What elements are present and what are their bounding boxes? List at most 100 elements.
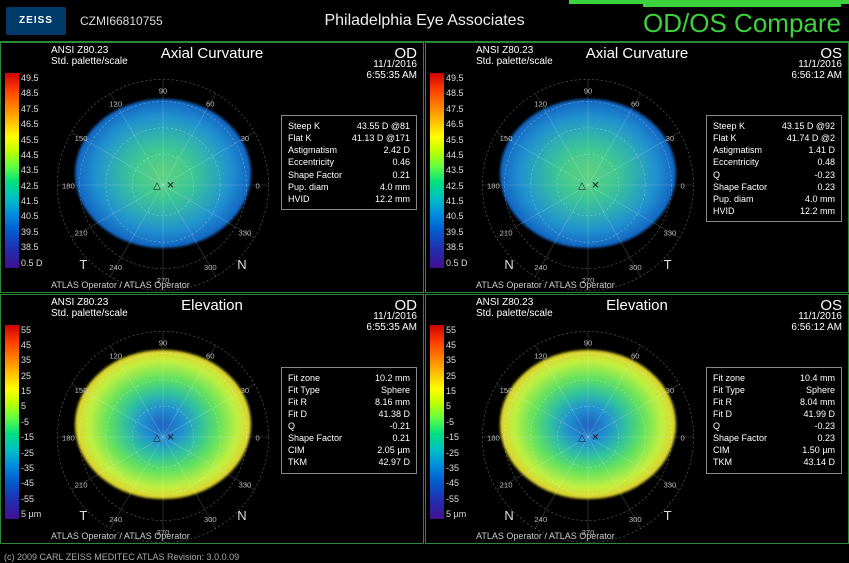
- metric-key: Steep K: [713, 120, 745, 132]
- metric-value: 41.99 D: [803, 408, 835, 420]
- svg-text:90: 90: [584, 87, 593, 96]
- svg-text:330: 330: [239, 229, 252, 238]
- metric-key: Fit R: [288, 396, 307, 408]
- svg-text:150: 150: [500, 386, 513, 395]
- metric-row: Q -0.21: [288, 420, 410, 432]
- svg-text:240: 240: [109, 263, 122, 272]
- metrics-box: Fit zone10.2 mmFit TypeSphereFit R8.16 m…: [281, 367, 417, 474]
- metric-value: 2.42 D: [383, 144, 410, 156]
- color-scale: 49.548.547.546.545.544.543.542.541.540.5…: [430, 73, 474, 268]
- svg-text:△: △: [153, 180, 161, 191]
- svg-text:✕: ✕: [166, 180, 174, 191]
- metrics-box: Fit zone10.4 mmFit TypeSphereFit R8.04 m…: [706, 367, 842, 474]
- topography-map[interactable]: 0306090120150180210240270300330△✕TN: [53, 75, 273, 272]
- temporal-nasal-label: T: [664, 257, 672, 272]
- metric-key: Shape Factor: [713, 432, 767, 444]
- metric-value: 41.74 D @2: [787, 132, 835, 144]
- svg-text:✕: ✕: [166, 432, 174, 443]
- metric-value: 8.16 mm: [375, 396, 410, 408]
- standard-label: ANSI Z80.23Std. palette/scale: [476, 45, 553, 67]
- metric-row: Q-0.23: [713, 420, 835, 432]
- metric-row: Steep K43.55 D @81: [288, 120, 410, 132]
- metrics-box: Steep K43.15 D @92Flat K41.74 D @2Astigm…: [706, 115, 842, 222]
- metric-row: Fit zone10.4 mm: [713, 372, 835, 384]
- color-scale: 49.548.547.546.545.544.543.542.541.540.5…: [5, 73, 49, 268]
- header: ZEISS CZMI66810755 Philadelphia Eye Asso…: [0, 0, 849, 42]
- temporal-nasal-label: T: [79, 508, 87, 523]
- metric-key: HVID: [288, 193, 310, 205]
- metric-key: Q: [288, 420, 295, 432]
- operator-label: ATLAS Operator / ATLAS Operator: [476, 531, 615, 541]
- metric-key: Fit R: [713, 396, 732, 408]
- svg-text:240: 240: [534, 515, 547, 524]
- compare-mode: OD/OS Compare: [643, 3, 841, 39]
- metric-row: Eccentricity0.46: [288, 156, 410, 168]
- metric-value: 1.50 µm: [802, 444, 835, 456]
- svg-text:✕: ✕: [591, 432, 599, 443]
- metric-value: 0.21: [392, 432, 410, 444]
- map-panel: ElevationOSANSI Z80.23Std. palette/scale…: [425, 294, 849, 545]
- metric-row: Flat K41.13 D @171: [288, 132, 410, 144]
- metric-key: Eccentricity: [288, 156, 334, 168]
- metric-value: -0.21: [389, 420, 410, 432]
- scale-labels: 49.548.547.546.545.544.543.542.541.540.5…: [444, 73, 474, 268]
- temporal-nasal-label: N: [237, 257, 246, 272]
- metric-value: 10.2 mm: [375, 372, 410, 384]
- color-strip: [5, 73, 19, 268]
- standard-label: ANSI Z80.23Std. palette/scale: [51, 45, 128, 67]
- svg-text:△: △: [578, 180, 586, 191]
- svg-text:✕: ✕: [591, 180, 599, 191]
- accent-bar: [569, 0, 849, 4]
- timestamp: 11/1/20166:56:12 AM: [791, 59, 842, 81]
- brand-logo: ZEISS: [6, 7, 66, 35]
- svg-text:210: 210: [500, 229, 513, 238]
- metric-value: 43.55 D @81: [357, 120, 410, 132]
- topography-map[interactable]: 0306090120150180210240270300330△✕NT: [478, 75, 698, 272]
- svg-text:300: 300: [204, 515, 217, 524]
- metric-key: Fit zone: [288, 372, 320, 384]
- svg-text:△: △: [578, 432, 586, 443]
- metric-row: Shape Factor0.21: [288, 169, 410, 181]
- topography-map[interactable]: 0306090120150180210240270300330△✕TN: [53, 327, 273, 524]
- metric-row: CIM 1.50 µm: [713, 444, 835, 456]
- metric-key: CIM: [713, 444, 730, 456]
- temporal-nasal-label: T: [79, 257, 87, 272]
- metric-row: Flat K41.74 D @2: [713, 132, 835, 144]
- svg-text:60: 60: [206, 351, 215, 360]
- svg-text:120: 120: [109, 351, 122, 360]
- metric-key: Fit D: [288, 408, 307, 420]
- svg-text:△: △: [153, 432, 161, 443]
- standard-label: ANSI Z80.23Std. palette/scale: [51, 297, 128, 319]
- color-scale: 55453525155-5-15-25-35-45-555 µm: [5, 325, 49, 520]
- metric-value: 43.15 D @92: [782, 120, 835, 132]
- metric-key: TKM: [288, 456, 307, 468]
- metric-key: TKM: [713, 456, 732, 468]
- map-panel: ElevationODANSI Z80.23Std. palette/scale…: [0, 294, 424, 545]
- metric-row: Steep K 43.15 D @92: [713, 120, 835, 132]
- svg-text:150: 150: [500, 134, 513, 143]
- svg-text:30: 30: [241, 134, 250, 143]
- metric-row: Pup. diam4.0 mm: [288, 181, 410, 193]
- svg-text:60: 60: [206, 99, 215, 108]
- metric-value: Sphere: [806, 384, 835, 396]
- svg-text:300: 300: [629, 515, 642, 524]
- metric-value: 0.48: [817, 156, 835, 168]
- metric-key: Shape Factor: [713, 181, 767, 193]
- svg-text:210: 210: [75, 480, 88, 489]
- metric-value: 12.2 mm: [375, 193, 410, 205]
- svg-text:210: 210: [75, 229, 88, 238]
- topography-map[interactable]: 0306090120150180210240270300330△✕NT: [478, 327, 698, 524]
- metric-key: Q: [713, 420, 720, 432]
- svg-text:180: 180: [62, 433, 75, 442]
- metric-value: 4.0 mm: [805, 193, 835, 205]
- color-strip: [5, 325, 19, 520]
- footer-copyright: (c) 2009 CARL ZEISS MEDITEC ATLAS Revisi…: [4, 552, 239, 562]
- metric-value: 42.97 D: [378, 456, 410, 468]
- standard-label: ANSI Z80.23Std. palette/scale: [476, 297, 553, 319]
- metric-row: CIM2.05 µm: [288, 444, 410, 456]
- metric-key: Pup. diam: [288, 181, 329, 193]
- metric-key: Q: [713, 169, 720, 181]
- svg-text:150: 150: [75, 386, 88, 395]
- metric-key: Shape Factor: [288, 432, 342, 444]
- metric-key: Shape Factor: [288, 169, 342, 181]
